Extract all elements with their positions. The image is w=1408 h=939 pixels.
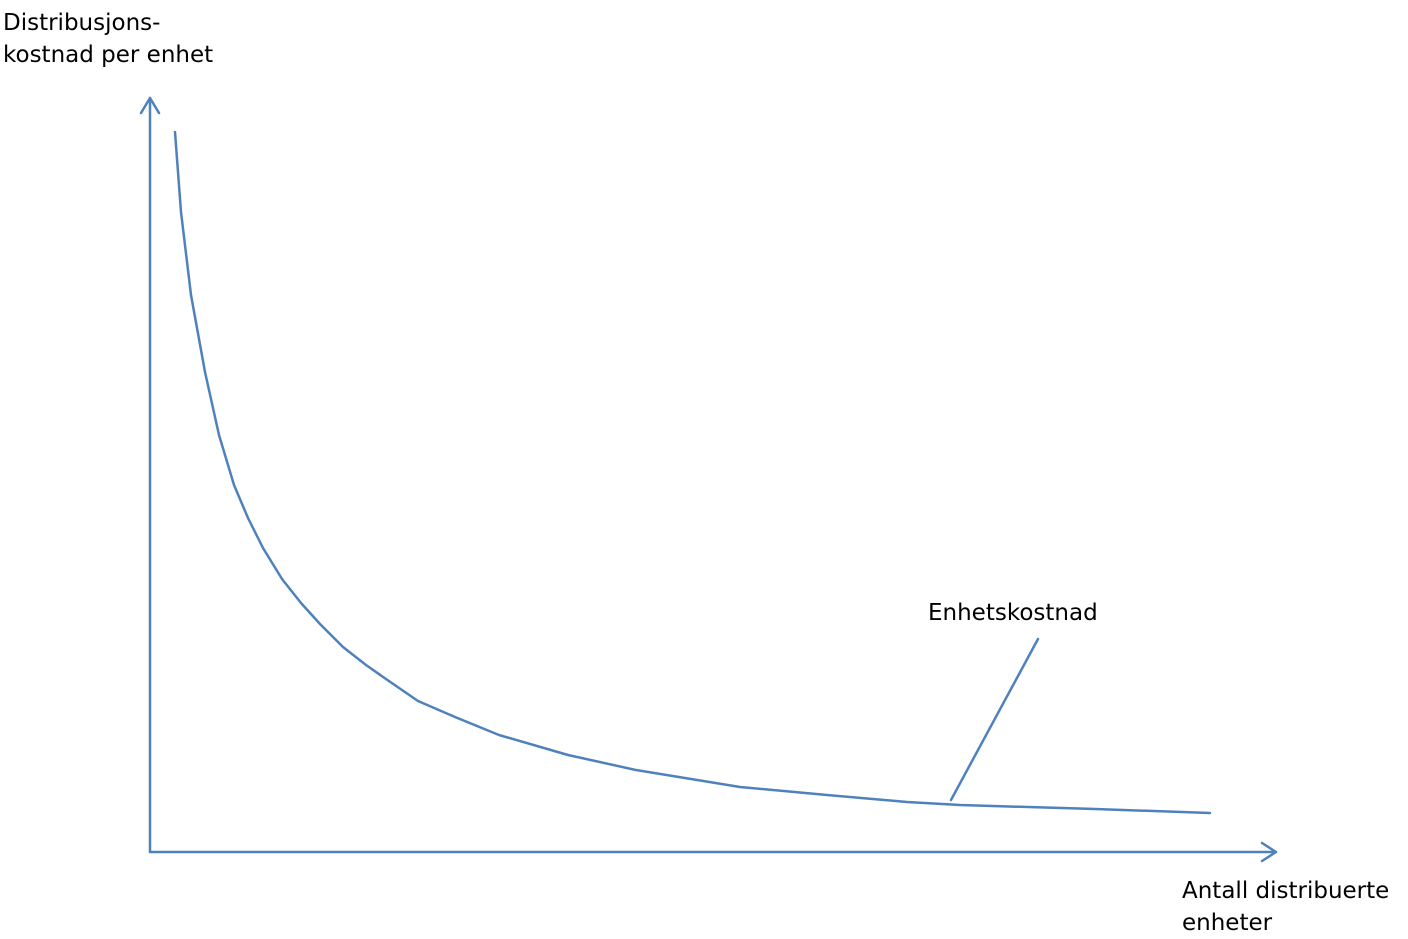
curve-label-leader [949, 637, 1040, 802]
y-axis-label-line-2: kostnad per enhet [3, 42, 214, 68]
curve-label: Enhetskostnad [928, 600, 1098, 626]
y-axis-arrowhead [139, 96, 161, 115]
unit-cost-curve [173, 130, 1212, 815]
y-axis-label: Distribusjons- kostnad per enhet [3, 7, 213, 71]
x-axis-label: Antall distribuerte enheter [1182, 875, 1389, 939]
x-axis-label-line-2: enheter [1182, 910, 1273, 936]
x-axis-arrowhead [1260, 841, 1278, 863]
y-axis-label-line-1: Distribusjons- [3, 10, 161, 36]
x-axis-label-line-1: Antall distribuerte [1182, 878, 1390, 904]
